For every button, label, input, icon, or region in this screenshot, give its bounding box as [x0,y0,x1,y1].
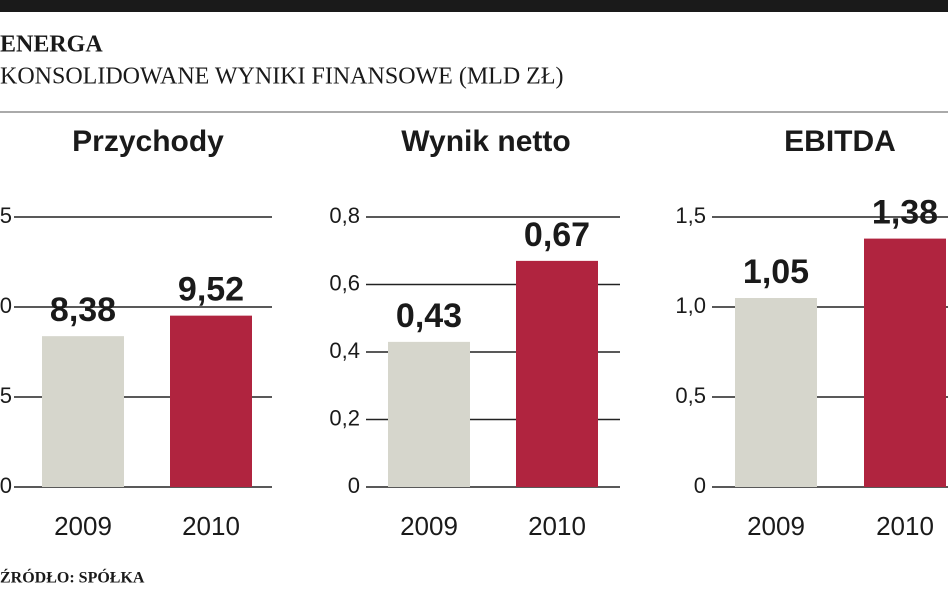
source: ŹRÓDŁO: SPÓŁKA [0,568,145,587]
x-tick-label: 2010 [876,511,934,541]
y-tick-label: 0,2 [329,405,360,430]
y-tick-label: 15 [0,203,12,228]
page-title: ENERGA [0,32,103,58]
y-tick-label: 0,8 [329,203,360,228]
y-tick-label: 1,5 [675,203,706,228]
chart-title: Przychody [72,125,224,158]
y-tick-label: 1,0 [675,293,706,318]
y-tick-label: 5 [0,383,12,408]
value-label: 0,67 [524,216,590,254]
value-label: 1,38 [872,194,938,232]
bar [516,260,598,487]
y-tick-label: 0,4 [329,338,360,363]
value-label: 1,05 [743,253,809,291]
bar [170,315,252,487]
bar [42,336,124,487]
y-tick-label: 0,5 [675,383,706,408]
y-tick-label: 0,6 [329,270,360,295]
value-label: 8,38 [50,291,116,329]
y-tick-label: 0 [0,473,12,498]
x-tick-label: 2009 [747,511,805,541]
value-label: 9,52 [178,271,244,309]
bar [864,238,946,487]
chart-title: Wynik netto [401,125,570,158]
chart-title: EBITDA [784,125,896,158]
y-tick-label: 0 [348,473,360,498]
x-tick-label: 2010 [528,511,586,541]
value-label: 0,43 [396,297,462,335]
y-tick-label: 0 [694,473,706,498]
bar [388,341,470,487]
bar [735,298,817,487]
page-subtitle: KONSOLIDOWANE WYNIKI FINANSOWE (MLD ZŁ) [0,64,563,90]
x-tick-label: 2010 [182,511,240,541]
y-tick-label: 10 [0,293,12,318]
x-tick-label: 2009 [400,511,458,541]
top-bar [0,0,948,12]
x-tick-label: 2009 [54,511,112,541]
